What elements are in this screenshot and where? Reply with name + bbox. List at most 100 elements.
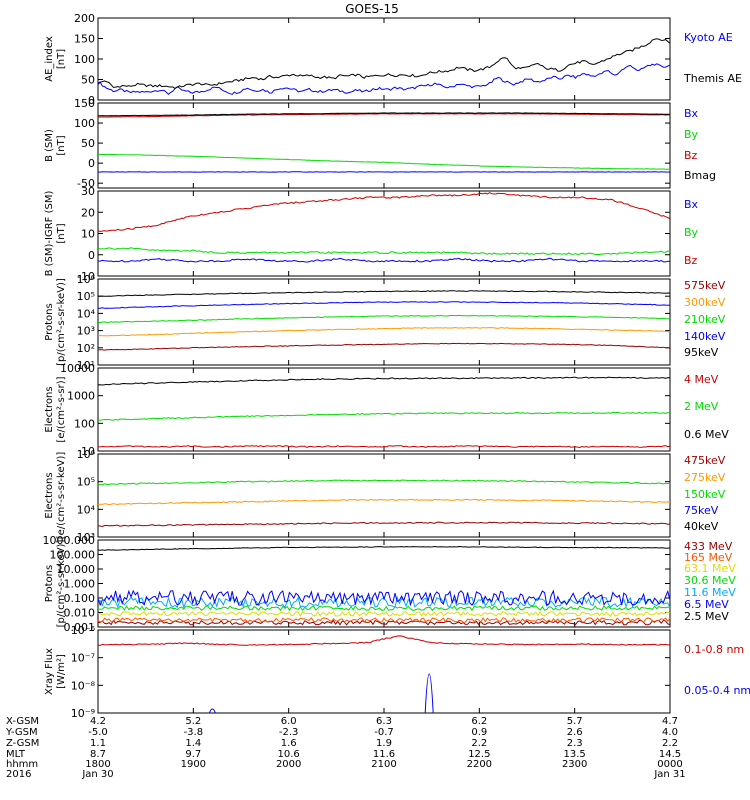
y-tick-label: 0 xyxy=(88,157,95,170)
x-axis-value: 2100 xyxy=(371,759,396,770)
series-line xyxy=(97,290,671,297)
y-tick-label: 10⁶ xyxy=(77,273,96,286)
panel-3: -10 0 10 20 30 B (SM)-IGRF (SM) [nT] Bx By Bz xyxy=(44,185,699,283)
y-axis-label: [p/(cm²-s-sr-keV)] xyxy=(56,540,67,628)
x-axis-value: 2300 xyxy=(562,759,587,770)
series-line xyxy=(97,411,671,421)
x-axis-table: X-GSM 4.2 5.2 6.0 6.3 6.2 5.7 4.7 Y-GSM -5.0 -3.8 -… xyxy=(5,716,686,780)
x-axis-value: 12.5 xyxy=(468,749,490,760)
legend-entry: 30.6 MeV xyxy=(684,574,736,587)
legend-entry: 300keV xyxy=(684,296,726,309)
legend-entry: Bmag xyxy=(684,169,716,182)
x-axis-row-label: X-GSM xyxy=(6,716,39,727)
y-tick-label: 0 xyxy=(88,249,95,262)
x-axis-value: 0000 xyxy=(657,759,682,770)
x-axis-value: 6.3 xyxy=(376,716,392,727)
x-axis-value: 8.7 xyxy=(90,749,106,760)
legend-entry: 2 MeV xyxy=(684,400,719,413)
legend-entry: Bx xyxy=(684,198,699,211)
series-line xyxy=(97,38,671,89)
y-tick-label: 150 xyxy=(74,33,95,46)
x-axis-row-label: hhmm xyxy=(6,759,38,770)
legend-entry: 63.1 MeV xyxy=(684,562,736,575)
y-axis-label: [p/(cm²-s-sr-keV)] xyxy=(56,278,67,366)
series-line xyxy=(97,445,671,449)
panel-2: -50 0 50 100 150 B (SM) [nT] Bx By Bz Bmag xyxy=(44,97,716,190)
x-axis-value: 2.3 xyxy=(567,738,583,749)
y-axis-label: [nT] xyxy=(56,135,67,155)
y-axis-label: Protons xyxy=(44,565,55,602)
series-line xyxy=(97,326,671,337)
x-axis-value: -0.7 xyxy=(374,727,394,738)
series-line xyxy=(98,257,671,263)
series-line xyxy=(97,113,670,118)
y-tick-label: 100 xyxy=(74,117,95,130)
y-tick-label: 100 xyxy=(74,417,95,430)
y-tick-label: 30 xyxy=(81,185,95,198)
y-tick-label: 100 xyxy=(74,53,95,66)
y-tick-label: 10⁶ xyxy=(77,448,96,461)
x-axis-value: 2000 xyxy=(276,759,301,770)
y-axis-label: [e/(cm²-s-sr)] xyxy=(56,376,67,442)
panel-1: 0 50 100 150 200 AE_index [nT] Kyoto AE Themis A… xyxy=(44,12,742,107)
series-line xyxy=(97,376,671,386)
x-axis-value: 2.6 xyxy=(567,727,583,738)
series-line xyxy=(97,301,671,309)
y-axis-label: [W/m²] xyxy=(56,654,67,689)
x-axis-value: 1.9 xyxy=(376,738,392,749)
x-axis-value: -2.3 xyxy=(279,727,299,738)
y-tick-label: 50 xyxy=(81,74,95,87)
y-tick-label: 10⁵ xyxy=(77,290,95,303)
series-line xyxy=(97,192,671,233)
x-axis-value: 1.4 xyxy=(185,738,201,749)
panel-frame xyxy=(97,190,671,277)
series-line xyxy=(97,545,671,551)
x-axis-value: -3.8 xyxy=(184,727,204,738)
legend-entry: 40keV xyxy=(684,520,719,533)
y-axis-label: Electrons xyxy=(44,472,55,518)
y-tick-label: 10⁻⁹ xyxy=(71,707,95,720)
legend-entry: 150keV xyxy=(684,488,726,501)
series-line xyxy=(97,63,671,95)
legend-entry: 95keV xyxy=(684,346,719,359)
series-line xyxy=(97,617,671,624)
y-tick-label: 200 xyxy=(74,12,95,25)
x-axis-value: 4.0 xyxy=(662,727,678,738)
x-axis-value: 14.5 xyxy=(659,749,681,760)
panel-6: 10³ 10⁴ 10⁵ 10⁶ Electrons [e/(cm²-s-sr-keV)] 4… xyxy=(44,448,726,544)
legend-entry: 4 MeV xyxy=(684,373,719,386)
x-axis-value: 1800 xyxy=(85,759,110,770)
x-axis-value: 10.6 xyxy=(278,749,300,760)
x-axis-row-label: Z-GSM xyxy=(6,738,39,749)
y-axis-label: [e/(cm²-s-sr-keV)] xyxy=(56,452,67,540)
y-tick-label: 10² xyxy=(77,342,95,355)
legend-entry: 210keV xyxy=(684,313,726,326)
legend-entry: Bz xyxy=(684,254,698,267)
date-start: Jan 30 xyxy=(81,769,113,780)
y-axis-label: B (SM)-IGRF (SM) xyxy=(44,191,55,277)
x-axis-value: 5.2 xyxy=(185,716,201,727)
x-axis-value: 2200 xyxy=(467,759,492,770)
x-axis-value: 4.2 xyxy=(90,716,106,727)
legend-entry: Bz xyxy=(684,149,698,162)
y-tick-label: 10³ xyxy=(77,325,95,338)
panel-5: 10 100 1000 10000 Electrons [e/(cm²-s-sr)] 4 M… xyxy=(44,362,729,458)
y-axis-label: Electrons xyxy=(44,386,55,432)
y-axis-label: [nT] xyxy=(56,223,67,243)
legend-entry: 0.05-0.4 nm xyxy=(684,684,750,697)
x-axis-value: 1900 xyxy=(181,759,206,770)
y-tick-label: 0 xyxy=(88,94,95,107)
x-axis-value: 0.9 xyxy=(471,727,487,738)
x-axis-row-label: Y-GSM xyxy=(5,727,38,738)
y-axis-label: AE_index xyxy=(44,36,55,82)
y-tick-label: 10000 xyxy=(60,362,95,375)
y-tick-label: 10⁻⁸ xyxy=(71,679,96,692)
y-tick-label: 10¹ xyxy=(77,359,95,372)
series-line xyxy=(97,521,671,528)
y-tick-label: 10³ xyxy=(77,531,95,544)
legend-entry: 75keV xyxy=(684,504,719,517)
series-line xyxy=(97,342,671,351)
